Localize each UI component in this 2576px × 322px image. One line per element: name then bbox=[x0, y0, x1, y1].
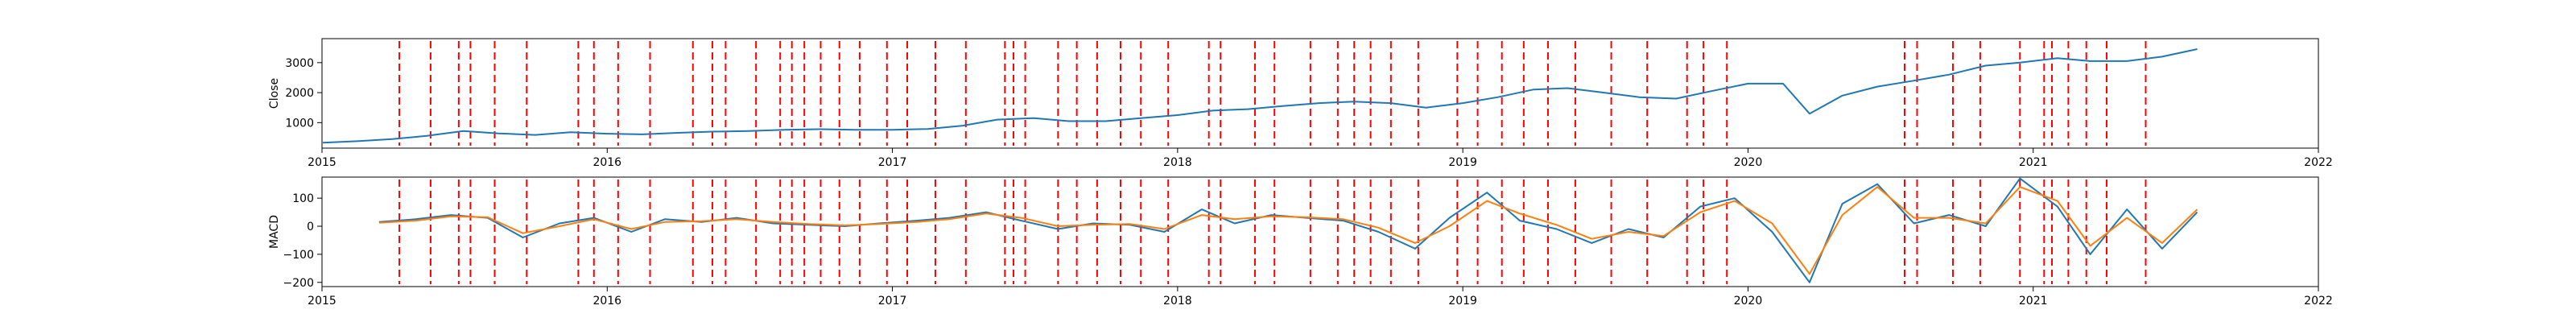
macd-y-axis-label: MACD bbox=[268, 215, 281, 249]
macd-x-tick-label: 2020 bbox=[1734, 295, 1763, 308]
close-event-lines bbox=[398, 41, 2147, 146]
macd-y-tick-label: −100 bbox=[283, 249, 314, 262]
macd-y-tick-label: 100 bbox=[292, 192, 314, 205]
close-x-ticks: 2015 2016 2017 2018 2019 2020 2021 2022 bbox=[308, 148, 2333, 169]
close-x-tick-label: 2017 bbox=[878, 156, 907, 169]
macd-series-line-0 bbox=[378, 177, 2198, 283]
close-y-axis-label: Close bbox=[268, 78, 281, 109]
close-y-tick-label: 2000 bbox=[285, 87, 314, 100]
close-x-tick-label: 2019 bbox=[1448, 156, 1477, 169]
macd-x-tick-label: 2017 bbox=[878, 295, 907, 308]
close-x-tick-label: 2015 bbox=[308, 156, 336, 169]
close-x-tick-label: 2018 bbox=[1163, 156, 1192, 169]
macd-event-lines bbox=[398, 180, 2147, 284]
close-plot-frame bbox=[321, 38, 2319, 149]
close-x-tick-label: 2022 bbox=[2304, 156, 2333, 169]
close-x-tick-label: 2016 bbox=[592, 156, 621, 169]
close-y-tick-label: 1000 bbox=[285, 117, 314, 130]
close-series-layer bbox=[322, 48, 2198, 144]
close-series-line-0 bbox=[322, 48, 2198, 144]
macd-x-tick-label: 2022 bbox=[2304, 295, 2333, 308]
macd-y-tick-label: −200 bbox=[283, 277, 314, 290]
macd-series-line-1 bbox=[378, 186, 2198, 275]
macd-y-ticks: −200 −100 0 100 bbox=[283, 192, 322, 290]
macd-x-ticks: 2015 2016 2017 2018 2019 2020 2021 2022 bbox=[308, 287, 2333, 308]
close-y-tick-label: 3000 bbox=[285, 57, 314, 70]
macd-x-tick-label: 2018 bbox=[1163, 295, 1192, 308]
close-y-ticks: 1000 2000 3000 bbox=[285, 57, 322, 130]
close-x-tick-label: 2020 bbox=[1734, 156, 1763, 169]
close-x-tick-label: 2021 bbox=[2019, 156, 2048, 169]
macd-x-tick-label: 2015 bbox=[308, 295, 336, 308]
macd-series-layer bbox=[378, 177, 2198, 283]
macd-plot-frame bbox=[321, 176, 2319, 287]
close-panel: 2015 2016 2017 2018 2019 2020 2021 2022 1000 200… bbox=[268, 38, 2333, 169]
macd-x-tick-label: 2016 bbox=[592, 295, 621, 308]
macd-x-tick-label: 2019 bbox=[1448, 295, 1477, 308]
macd-y-tick-label: 0 bbox=[307, 221, 314, 233]
macd-panel: 2015 2016 2017 2018 2019 2020 2021 2022 −200 −10… bbox=[268, 176, 2333, 308]
macd-x-tick-label: 2021 bbox=[2019, 295, 2048, 308]
